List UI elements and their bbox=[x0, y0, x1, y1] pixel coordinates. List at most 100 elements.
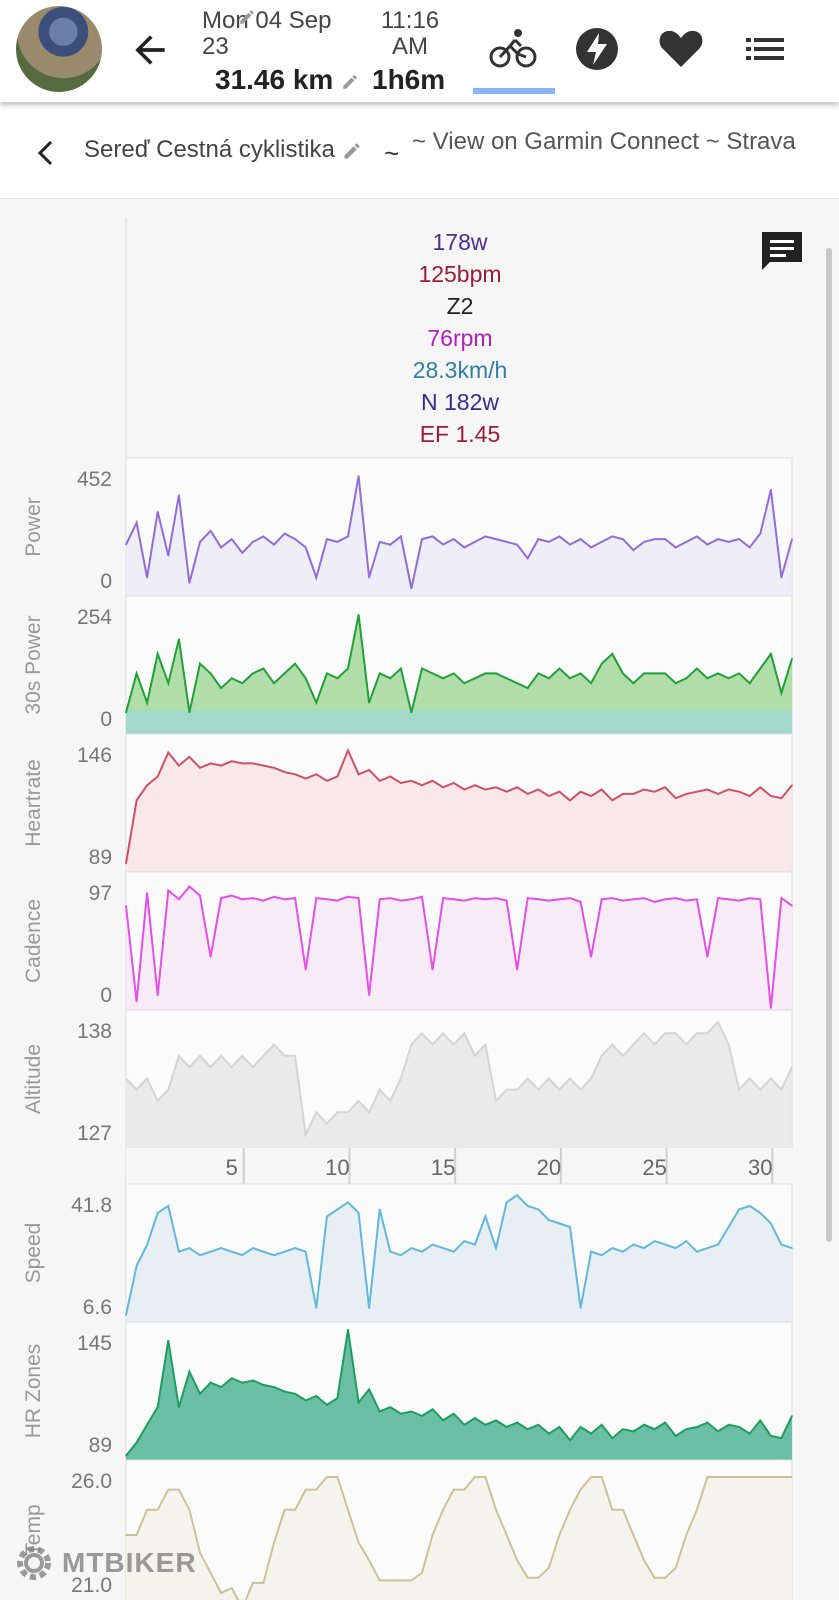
altitude-point bbox=[389, 1100, 392, 1102]
scrollbar[interactable] bbox=[826, 248, 832, 1242]
altitude-point bbox=[315, 1111, 318, 1113]
30s-power-point bbox=[569, 677, 571, 680]
speed-point bbox=[643, 1247, 645, 1249]
external-links[interactable]: ~ View on Garmin Connect ~ Strava bbox=[412, 128, 796, 155]
heart-icon[interactable] bbox=[656, 24, 706, 74]
list-icon[interactable] bbox=[740, 24, 790, 74]
distance-tick-label: 10 bbox=[325, 1155, 349, 1180]
hr-zones-point bbox=[431, 1408, 434, 1411]
distance-value[interactable]: 31.46 km bbox=[215, 64, 359, 96]
chevron-left-icon[interactable] bbox=[34, 138, 58, 168]
speed-point bbox=[410, 1247, 413, 1249]
cadence-point bbox=[378, 898, 381, 901]
temp-point bbox=[727, 1476, 730, 1478]
altitude-point bbox=[780, 1088, 783, 1091]
30s-power-point bbox=[315, 701, 318, 704]
hr-zones-point bbox=[569, 1439, 571, 1442]
heartrate-ymax-label: 146 bbox=[77, 744, 112, 767]
speed-point bbox=[326, 1215, 328, 1218]
heartrate-point bbox=[283, 771, 286, 773]
heartrate-point bbox=[262, 764, 265, 767]
power-point bbox=[389, 543, 392, 546]
back-arrow-icon[interactable] bbox=[128, 28, 172, 72]
cadence-point bbox=[600, 898, 603, 901]
cadence-point bbox=[685, 899, 688, 902]
heartrate-point bbox=[770, 795, 772, 797]
temp-point bbox=[347, 1509, 349, 1511]
altitude-point bbox=[410, 1043, 413, 1046]
speed-point bbox=[727, 1226, 730, 1228]
edit-pencil-icon[interactable] bbox=[341, 73, 359, 91]
stat-speed: 28.3km/h bbox=[412, 357, 508, 383]
heartrate-point bbox=[146, 784, 148, 786]
cadence-point bbox=[770, 1007, 772, 1009]
altitude-point bbox=[452, 1043, 455, 1046]
speed-point bbox=[484, 1215, 487, 1218]
comment-icon[interactable] bbox=[758, 228, 806, 276]
heartrate-point bbox=[474, 784, 476, 786]
hr-zones-point bbox=[548, 1432, 550, 1435]
hr-zones-point bbox=[653, 1428, 656, 1430]
30s-power-point bbox=[209, 672, 212, 675]
hr-zones-point bbox=[759, 1419, 762, 1422]
speed-point bbox=[230, 1250, 233, 1253]
cadence-point bbox=[410, 898, 413, 901]
activity-subheader bbox=[0, 102, 839, 199]
heartrate-point bbox=[326, 780, 328, 782]
hr-zones-point bbox=[474, 1417, 476, 1419]
speed-point bbox=[622, 1250, 624, 1253]
bolt-icon[interactable] bbox=[572, 24, 622, 74]
altitude-point bbox=[696, 1032, 698, 1035]
temp-point bbox=[283, 1509, 286, 1511]
speed-point bbox=[748, 1205, 751, 1207]
hr-zones-point bbox=[674, 1435, 677, 1437]
power-point bbox=[400, 535, 402, 538]
altitude-point bbox=[294, 1055, 296, 1057]
temp-point bbox=[135, 1534, 138, 1536]
30s-power-point bbox=[685, 677, 688, 680]
power-point bbox=[770, 489, 772, 491]
bike-icon[interactable] bbox=[488, 24, 538, 74]
cadence-point bbox=[156, 994, 159, 996]
hr-zones-point bbox=[220, 1386, 222, 1388]
altitude-point bbox=[759, 1088, 762, 1091]
power-point bbox=[526, 557, 529, 560]
altitude-point bbox=[241, 1055, 244, 1057]
temp-point bbox=[780, 1476, 783, 1478]
edit-name-pencil-icon[interactable] bbox=[342, 141, 362, 161]
30s-power-point bbox=[717, 672, 719, 675]
heartrate-point bbox=[622, 793, 624, 795]
cadence-point bbox=[717, 897, 719, 899]
cadence-point bbox=[791, 904, 793, 907]
altitude-point bbox=[516, 1088, 518, 1091]
altitude-point bbox=[273, 1043, 275, 1046]
stat-normalized-power: N 182w bbox=[421, 389, 499, 415]
hr-zones-point bbox=[738, 1426, 740, 1428]
power-point bbox=[135, 521, 138, 524]
30s-power-point bbox=[611, 653, 614, 655]
heartrate-point bbox=[717, 793, 719, 795]
activity-name[interactable]: Sereď Cestná cyklistika bbox=[84, 136, 362, 164]
temp-point bbox=[717, 1476, 719, 1478]
30s-power-point bbox=[241, 682, 244, 684]
altitude-point bbox=[368, 1111, 370, 1113]
altitude-point bbox=[262, 1055, 265, 1057]
speed-point bbox=[400, 1254, 402, 1256]
30s-power-point bbox=[463, 682, 466, 684]
heartrate-point bbox=[125, 862, 127, 865]
altitude-point bbox=[442, 1032, 444, 1035]
heartrate-point bbox=[748, 795, 751, 797]
date-line-2: 23 bbox=[202, 33, 229, 60]
hr-zones-point bbox=[537, 1424, 540, 1426]
heartrate-point bbox=[463, 788, 466, 791]
hr-zones-point bbox=[452, 1412, 455, 1415]
power-point bbox=[273, 543, 275, 546]
30s-power-point bbox=[199, 662, 201, 665]
avatar[interactable] bbox=[16, 6, 102, 92]
speed-point bbox=[421, 1250, 423, 1253]
hr-zones-point bbox=[357, 1401, 360, 1404]
altitude-point bbox=[611, 1043, 614, 1046]
30s-power-point bbox=[791, 658, 793, 660]
power-point bbox=[706, 543, 709, 546]
edit-date-pencil-icon[interactable] bbox=[238, 8, 256, 26]
